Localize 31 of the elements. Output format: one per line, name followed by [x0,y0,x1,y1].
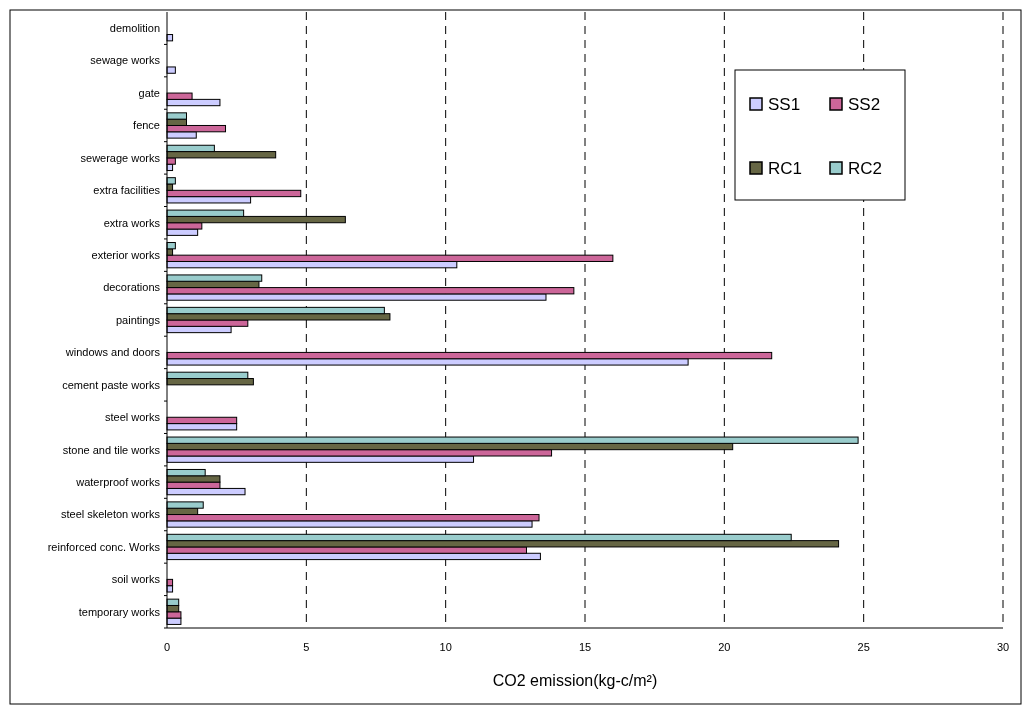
y-tick-label: demolition [109,22,160,35]
y-tick-label: extra works [103,216,161,229]
y-tick-label: exterior works [91,249,161,262]
x-tick-label: 5 [303,641,310,653]
y-tick-label: steel works [104,411,161,424]
x-tick-label: 10 [439,641,452,653]
y-tick-label: soil works [111,573,161,586]
x-tick-label: 30 [996,641,1010,653]
y-tick-label: temporary works [78,605,161,618]
x-tick-label: 15 [578,641,592,653]
legend-label: SS1 [768,94,801,114]
x-tick-label: 0 [163,641,171,653]
x-tick-label: 20 [718,641,731,653]
y-tick-label: decorations [103,281,161,294]
y-tick-label: waterproof works [75,475,161,488]
y-tick-label: stone and tile works [62,443,161,456]
y-tick-label: fence [133,119,160,132]
legend-label: RC2 [848,158,883,178]
y-tick-label: sewerage works [80,151,161,164]
y-tick-label: steel skeleton works [60,508,161,521]
y-tick-label: reinforced conc. Works [47,540,161,553]
y-tick-label: extra facilities [93,184,161,197]
x-tick-label: 25 [857,641,870,653]
y-tick-label: sewage works [90,54,161,67]
y-tick-label: windows and doors [64,346,161,359]
legend-label: RC1 [768,158,803,178]
y-tick-label: gate [138,86,160,99]
legend-label: SS2 [848,94,881,114]
y-tick-label: cement paste works [62,378,161,391]
x-axis-title: CO2 emission(kg-c/m²) [492,672,658,689]
y-tick-label: paintings [115,313,161,326]
